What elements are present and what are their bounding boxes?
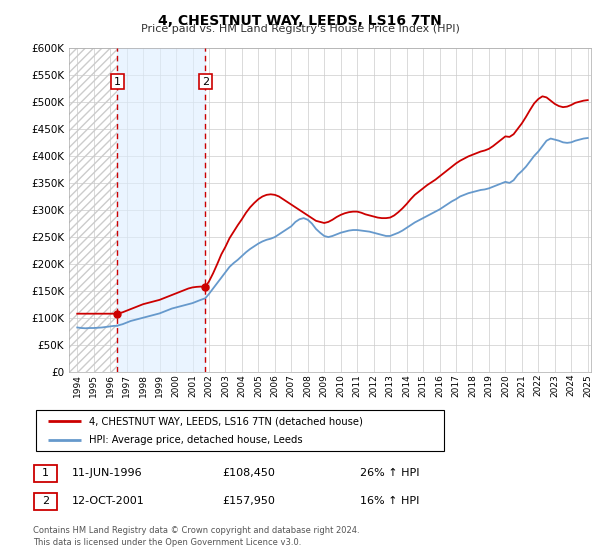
Text: 4, CHESTNUT WAY, LEEDS, LS16 7TN (detached house): 4, CHESTNUT WAY, LEEDS, LS16 7TN (detach… (89, 417, 363, 427)
FancyBboxPatch shape (34, 493, 57, 510)
Text: 2: 2 (42, 496, 49, 506)
Text: 11-JUN-1996: 11-JUN-1996 (72, 468, 143, 478)
Text: 4, CHESTNUT WAY, LEEDS, LS16 7TN: 4, CHESTNUT WAY, LEEDS, LS16 7TN (158, 14, 442, 28)
Text: 2: 2 (202, 77, 209, 87)
Bar (118, 48, 205, 372)
Text: Contains HM Land Registry data © Crown copyright and database right 2024.
This d: Contains HM Land Registry data © Crown c… (33, 526, 359, 547)
FancyBboxPatch shape (36, 410, 444, 451)
Text: 16% ↑ HPI: 16% ↑ HPI (360, 496, 419, 506)
FancyBboxPatch shape (34, 465, 57, 482)
Text: 12-OCT-2001: 12-OCT-2001 (72, 496, 145, 506)
Text: HPI: Average price, detached house, Leeds: HPI: Average price, detached house, Leed… (89, 435, 302, 445)
Text: £108,450: £108,450 (222, 468, 275, 478)
Text: Price paid vs. HM Land Registry's House Price Index (HPI): Price paid vs. HM Land Registry's House … (140, 24, 460, 34)
Text: £157,950: £157,950 (222, 496, 275, 506)
Text: 1: 1 (42, 468, 49, 478)
Bar (69, 48, 118, 372)
Text: 26% ↑ HPI: 26% ↑ HPI (360, 468, 419, 478)
Bar (69, 48, 118, 372)
Text: 1: 1 (114, 77, 121, 87)
